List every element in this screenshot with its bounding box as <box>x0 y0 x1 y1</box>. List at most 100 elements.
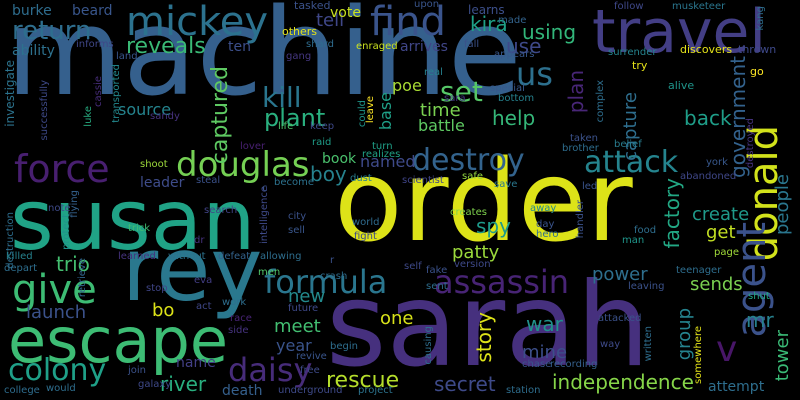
word-shut: shut <box>748 291 770 302</box>
word-killed: killed <box>6 251 33 262</box>
word-escape: escape <box>8 304 229 377</box>
word-back: back <box>684 106 732 130</box>
word-note: note <box>48 203 71 214</box>
word-belief: belief <box>614 139 642 150</box>
word-made: made <box>498 15 527 26</box>
word-recording: recording <box>550 359 598 370</box>
word-tower: tower <box>772 330 793 382</box>
word-special: special <box>490 83 525 94</box>
word-tell: tell <box>316 10 345 31</box>
word-go: go <box>750 65 764 78</box>
word-battle: battle <box>418 116 465 135</box>
word-mine: mine <box>522 342 568 363</box>
word-launch: launch <box>26 302 87 323</box>
word-upon: upon <box>414 0 440 10</box>
word-travel: travel <box>592 0 767 67</box>
word-would: would <box>46 383 76 394</box>
word-capture: capture <box>620 92 641 161</box>
word-destroy: destroy <box>412 143 525 178</box>
word-poe: poe <box>392 76 422 95</box>
word-sell: sell <box>288 225 305 236</box>
word-shoot: shoot <box>140 159 168 170</box>
word-trio: trio <box>56 252 90 276</box>
word-plant: plant <box>264 104 326 132</box>
word-revive: revive <box>296 351 327 362</box>
word-captured: captured <box>208 66 233 165</box>
word-turn: turn <box>372 141 393 152</box>
word-douglas: douglas <box>176 145 310 185</box>
word-sara: sara <box>444 93 466 104</box>
word-learns: learns <box>468 3 505 17</box>
word-search: search <box>204 205 238 216</box>
word-base: base <box>376 92 395 131</box>
word-v: v <box>716 329 738 370</box>
word-vote: vote <box>330 5 361 21</box>
word-c: c <box>262 183 268 194</box>
word-book: book <box>322 151 357 167</box>
word-rey: rey <box>122 218 263 321</box>
word-dust: dust <box>350 173 372 184</box>
word-somewhere: somewhere <box>693 326 704 384</box>
word-beard: beard <box>72 3 113 19</box>
word-named: named <box>360 152 416 171</box>
word-group: group <box>674 308 695 361</box>
word-plan: plan <box>564 70 588 114</box>
word-alive: alive <box>668 79 695 92</box>
word-life: life <box>278 121 294 132</box>
word-use: use <box>506 34 542 58</box>
word-formula: formula <box>264 263 388 301</box>
word-stop: stop <box>146 283 168 294</box>
word-sent: sent <box>426 281 448 292</box>
word-teenager: teenager <box>676 265 722 276</box>
word-investigate: investigate <box>3 60 17 127</box>
word-assassin: assassin <box>434 263 570 301</box>
word-defeat: defeat <box>218 251 251 262</box>
word-join: join <box>128 365 147 376</box>
word-station: station <box>506 385 541 396</box>
word-save: save <box>494 179 518 190</box>
word-safe: safe <box>462 171 484 182</box>
word-discovers: discovers <box>680 43 733 56</box>
word-give: give <box>12 267 97 313</box>
word-depart: depart <box>4 263 38 274</box>
word-taken: taken <box>570 133 598 144</box>
word-leaving: leaving <box>628 281 665 292</box>
word-time: time <box>420 100 461 121</box>
word-future: future <box>288 303 319 314</box>
word-free: free <box>300 365 320 376</box>
word-tasked: tasked <box>294 0 331 12</box>
word-sandy: sandy <box>150 111 180 122</box>
word-power: power <box>592 264 648 285</box>
word-galaxy: galaxy <box>138 379 172 390</box>
word-protect: protect <box>61 214 72 250</box>
word-secret: secret <box>434 372 496 396</box>
word-meet: meet <box>274 316 321 337</box>
word-sends: sends <box>690 274 743 295</box>
word-chase: chase <box>522 359 552 370</box>
word-name: name <box>176 355 216 371</box>
word-page: page <box>714 247 739 258</box>
word-one: one <box>380 308 414 329</box>
word-ten: ten <box>228 39 251 55</box>
word-fight: fight <box>354 231 377 242</box>
word-susan: susan <box>10 171 256 269</box>
word-eva: eva <box>194 275 213 286</box>
word-river: river <box>160 372 207 396</box>
word-side: side <box>228 325 249 336</box>
word-scientist: scientist <box>402 175 444 186</box>
word-appears: appears <box>494 49 535 60</box>
word-become: become <box>274 177 315 188</box>
word-realizes: realizes <box>362 149 401 160</box>
word-learned: learned <box>118 251 156 262</box>
word-informs: informs <box>76 39 114 50</box>
word-mr: mr <box>746 308 774 332</box>
word-way: way <box>600 339 621 350</box>
word-attacked: attacked <box>598 313 642 324</box>
word-daisy: daisy <box>228 351 313 389</box>
word-set: set <box>440 75 483 108</box>
word-source: source <box>118 100 172 119</box>
word-try: try <box>632 59 648 72</box>
word-intelligence: intelligence <box>259 186 270 245</box>
word-patty: patty <box>452 242 500 263</box>
word-colony: colony <box>8 353 107 388</box>
